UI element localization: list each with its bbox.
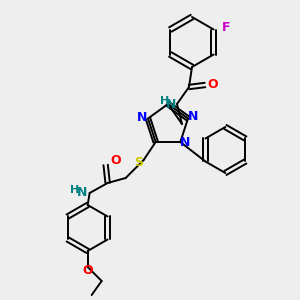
Text: N: N (166, 98, 176, 110)
Text: N: N (137, 111, 147, 124)
Text: F: F (222, 21, 230, 34)
Text: O: O (208, 79, 218, 92)
Text: N: N (188, 110, 198, 123)
Text: H: H (160, 96, 169, 106)
Text: S: S (134, 157, 143, 169)
Text: O: O (82, 265, 93, 278)
Text: O: O (110, 154, 121, 167)
Text: N: N (77, 187, 88, 200)
Text: N: N (180, 136, 190, 149)
Text: H: H (70, 185, 80, 195)
